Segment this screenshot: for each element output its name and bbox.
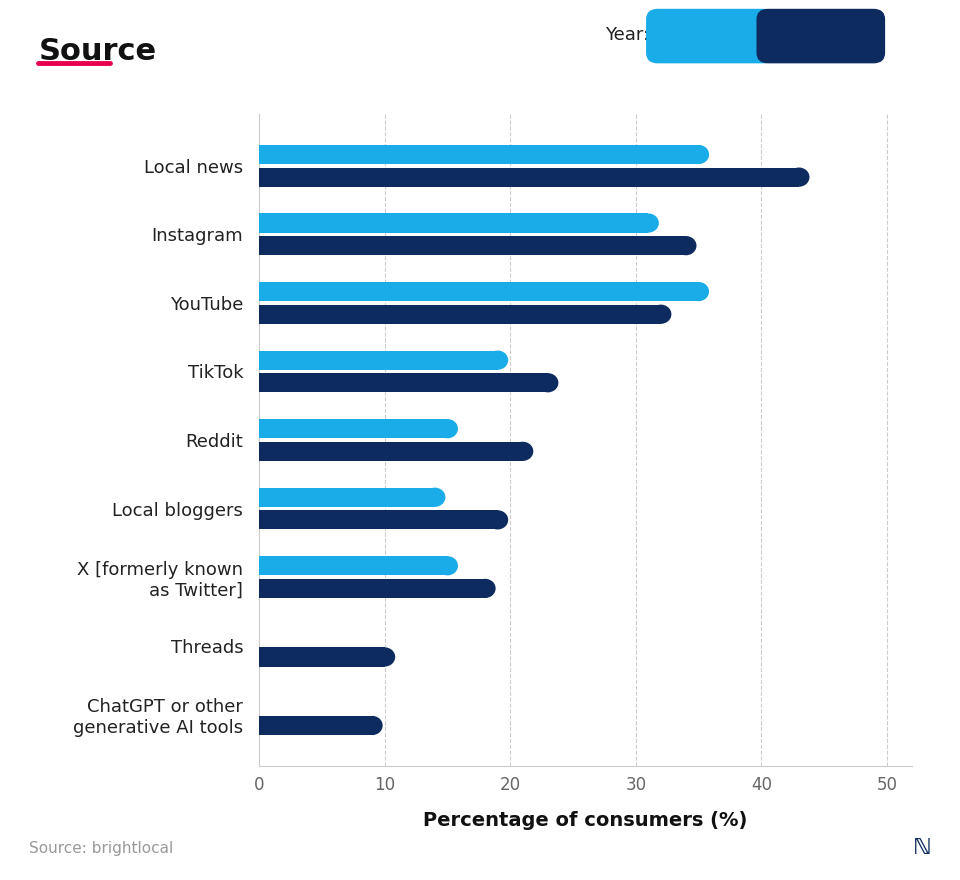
X-axis label: Percentage of consumers (%): Percentage of consumers (%) xyxy=(423,810,748,830)
Bar xyxy=(259,350,497,370)
Bar xyxy=(259,648,385,666)
Bar xyxy=(259,556,447,576)
Bar xyxy=(259,510,497,530)
Bar xyxy=(259,579,485,598)
Text: 2023: 2023 xyxy=(687,27,733,45)
Bar xyxy=(259,214,648,232)
Ellipse shape xyxy=(437,556,458,576)
Bar xyxy=(259,716,372,735)
Ellipse shape xyxy=(637,214,659,232)
Ellipse shape xyxy=(788,167,809,187)
Ellipse shape xyxy=(513,442,534,461)
Ellipse shape xyxy=(474,579,495,598)
Ellipse shape xyxy=(374,648,396,666)
Ellipse shape xyxy=(437,419,458,438)
Ellipse shape xyxy=(688,282,709,301)
Text: Year:: Year: xyxy=(605,26,649,44)
Bar xyxy=(259,419,447,438)
Ellipse shape xyxy=(488,510,508,530)
Text: 2024: 2024 xyxy=(798,27,844,45)
Ellipse shape xyxy=(424,488,445,507)
Bar xyxy=(259,442,523,461)
Bar xyxy=(259,488,435,507)
Ellipse shape xyxy=(538,373,559,392)
Ellipse shape xyxy=(688,145,709,164)
Ellipse shape xyxy=(676,236,697,255)
Bar xyxy=(259,167,799,187)
Bar xyxy=(259,236,686,255)
Text: ℕ: ℕ xyxy=(913,839,931,858)
Text: Source: Source xyxy=(38,37,156,66)
Ellipse shape xyxy=(651,304,671,324)
Text: Source: brightlocal: Source: brightlocal xyxy=(29,840,173,856)
Ellipse shape xyxy=(488,350,508,370)
Bar xyxy=(259,145,699,164)
Ellipse shape xyxy=(362,716,383,735)
Bar xyxy=(259,304,660,324)
Bar xyxy=(259,282,699,301)
Bar xyxy=(259,373,548,392)
